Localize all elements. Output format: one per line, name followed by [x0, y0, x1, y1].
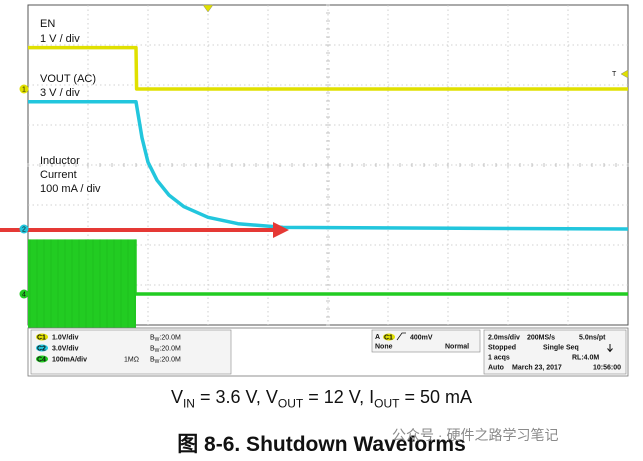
trigger-arrow-icon	[202, 4, 214, 13]
ch2-marker-icon	[19, 224, 29, 234]
test-conditions: VIN = 3.6 V, VOUT = 12 V, IOUT = 50 mA	[0, 387, 643, 411]
traces	[28, 45, 629, 333]
c1-badge: C1	[37, 335, 46, 342]
rising-edge-icon	[396, 332, 406, 341]
trigger-info-panel: A C1 400mV None Normal	[371, 329, 481, 353]
acq-sample-rate: 200MS/s	[527, 335, 555, 342]
channel-info-panel: C1 1.0V/div BW:20.0M C2 3.0V/div BW:20.0…	[30, 329, 232, 375]
acq-state: Stopped	[488, 345, 516, 352]
c2-bw: BW:20.0M	[150, 346, 181, 355]
trigger-prefix: A	[375, 334, 380, 341]
il-label-line-2: Current	[40, 169, 77, 181]
vout-label-line-2: 3 V / div	[40, 87, 80, 99]
trigger-level-marker: T	[612, 69, 629, 79]
vin-symbol: V	[170, 387, 183, 407]
acq-resolution: 5.0ns/pt	[579, 335, 606, 342]
scope-info-bar: C1 1.0V/div BW:20.0M C2 3.0V/div BW:20.0…	[27, 327, 629, 377]
ch4-marker-text: 4	[22, 292, 26, 299]
vout-label-line-1: VOUT (AC)	[40, 73, 96, 85]
oscilloscope-plot: EN 1 V / div VOUT (AC) 3 V / div Inducto…	[0, 4, 629, 377]
trigger-level-icon	[620, 69, 629, 79]
trigger-badge: C1	[384, 335, 393, 342]
channel-ground-markers: 1 2 4	[19, 84, 29, 299]
iout-value: = 50 mA	[399, 387, 473, 407]
ch1-marker-icon	[19, 84, 29, 94]
vout-trace	[28, 100, 629, 231]
trigger-position-marker	[202, 4, 214, 13]
ch4-marker-icon	[19, 289, 29, 299]
c2-badge: C2	[37, 346, 46, 353]
vout-subscript: OUT	[277, 396, 304, 411]
trigger-slope: None	[375, 344, 393, 351]
vin-value: = 3.6 V,	[194, 387, 266, 407]
acquisition-info-panel: 2.0ms/div 200MS/s 5.0ns/pt Stopped Singl…	[483, 329, 627, 375]
en-label-line-1: EN	[40, 18, 55, 30]
inductor-current-switching-band	[28, 239, 136, 333]
c4-scale: 100mA/div	[52, 357, 87, 364]
acq-mode: Auto	[488, 365, 504, 372]
acq-count: 1 acqs	[488, 355, 510, 362]
ch2-marker-text: 2	[22, 227, 26, 234]
il-label-line-1: Inductor	[40, 155, 80, 167]
figure-caption: 图 8-6. Shutdown Waveforms	[177, 433, 466, 456]
c4-bw: BW:20.0M	[150, 357, 181, 366]
c2-badge-icon	[36, 344, 48, 352]
acq-time: 10:56:00	[593, 365, 621, 372]
c1-badge-icon	[36, 333, 48, 341]
iout-symbol: I	[369, 387, 375, 407]
c4-badge-icon	[36, 355, 48, 363]
c4-coupling: 1MΩ	[124, 357, 139, 364]
trigger-level-text: T	[612, 71, 617, 78]
trigger-badge-icon	[383, 333, 395, 341]
vout-value: = 12 V,	[303, 387, 370, 407]
trigger-level: 400mV	[410, 335, 433, 342]
red-arrow-head-icon	[273, 222, 289, 238]
c2-scale: 3.0V/div	[52, 346, 79, 353]
vout-symbol: V	[265, 387, 278, 407]
annotation-layer	[0, 222, 289, 238]
down-arrow-icon	[607, 344, 613, 353]
c4-badge: C4	[37, 357, 46, 364]
ch1-marker-text: 1	[22, 87, 26, 94]
vin-subscript: IN	[182, 396, 195, 411]
acq-time-div: 2.0ms/div	[488, 335, 520, 342]
channel-labels: EN 1 V / div VOUT (AC) 3 V / div Inducto…	[40, 18, 101, 195]
en-trace	[28, 45, 628, 91]
trigger-mode: Normal	[445, 344, 469, 351]
iout-subscript: OUT	[374, 396, 400, 411]
c1-scale: 1.0V/div	[52, 335, 79, 342]
c1-bw: BW:20.0M	[150, 335, 181, 344]
il-label-line-3: 100 mA / div	[40, 183, 101, 195]
oscilloscope-screen: EN 1 V / div VOUT (AC) 3 V / div Inducto…	[0, 4, 629, 377]
acq-seq: Single Seq	[543, 345, 579, 352]
en-label-line-2: 1 V / div	[40, 33, 80, 45]
acq-record-length: RL:4.0M	[572, 355, 599, 362]
watermark: 公众号 · 硬件之路学习笔记	[392, 427, 559, 443]
acq-date: March 23, 2017	[512, 365, 562, 372]
